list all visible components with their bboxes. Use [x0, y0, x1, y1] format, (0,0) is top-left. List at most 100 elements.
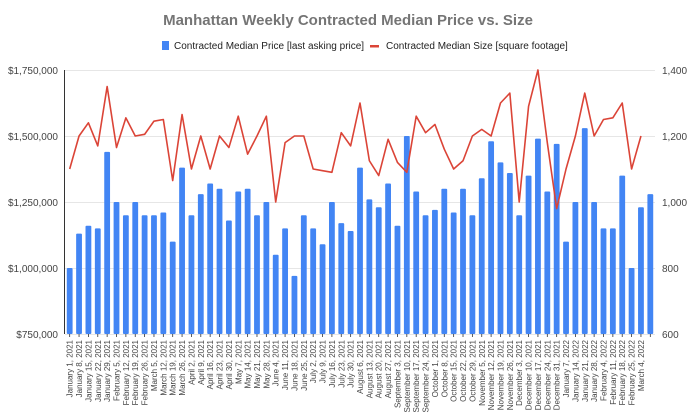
x-tick-label: November 19, 2021	[496, 339, 505, 410]
price-bar	[104, 151, 111, 334]
price-bar	[132, 202, 139, 334]
x-tick-label: September 17, 2021	[412, 339, 421, 412]
price-bar	[282, 228, 288, 334]
x-tick-label: January 15, 2021	[84, 339, 93, 401]
price-bar	[235, 191, 242, 334]
x-tick-label: February 11, 2022	[609, 339, 618, 404]
x-tick-label: February 19, 2021	[131, 339, 140, 405]
price-bar	[263, 202, 270, 334]
x-tick-label: May 7, 2021	[234, 339, 243, 384]
price-bar	[207, 183, 214, 334]
x-tick-label: December 17, 2021	[534, 339, 543, 410]
price-bar	[581, 128, 588, 334]
price-bar	[216, 188, 223, 334]
right-tick-label: 1,200	[662, 132, 687, 143]
x-tick-label: July 23, 2021	[337, 339, 346, 387]
price-bar	[516, 215, 523, 334]
x-tick-label: March 26, 2021	[178, 339, 187, 395]
x-tick-label: March 12, 2021	[159, 339, 168, 395]
x-tick-label: June 11, 2021	[281, 339, 290, 390]
price-bar	[122, 215, 129, 334]
price-bar	[197, 194, 204, 334]
price-bar	[647, 194, 654, 334]
price-bar	[244, 188, 251, 334]
x-tick-label: January 22, 2021	[94, 339, 103, 401]
x-tick-label: December 24, 2021	[543, 339, 552, 410]
price-bar	[151, 215, 157, 334]
x-tick-label: April 2, 2021	[187, 339, 196, 384]
price-bar	[385, 183, 391, 334]
x-tick-label: January 28, 2022	[590, 339, 599, 401]
price-bar	[272, 254, 279, 334]
x-tick-label: March 4, 2022	[637, 339, 646, 391]
x-tick-label: April 30, 2021	[225, 339, 234, 389]
right-tick-label: 600	[662, 330, 679, 341]
right-tick-label: 800	[662, 264, 679, 275]
price-bar	[535, 138, 541, 334]
x-tick-label: October 22, 2021	[459, 339, 468, 401]
x-tick-label: October 15, 2021	[450, 339, 459, 401]
x-tick-label: August 20, 2021	[375, 339, 384, 398]
price-bar	[488, 141, 495, 334]
x-tick-label: November 5, 2021	[478, 339, 487, 405]
price-bar	[225, 220, 232, 334]
x-tick-label: December 10, 2021	[525, 339, 534, 410]
x-tick-label: April 9, 2021	[197, 339, 206, 384]
size-line	[68, 69, 642, 210]
price-bar	[563, 241, 569, 334]
x-tick-label: December 31, 2021	[553, 339, 562, 410]
price-bar	[169, 241, 176, 334]
x-tick-label: March 5, 2021	[150, 339, 159, 391]
x-tick-label: August 6, 2021	[356, 339, 365, 393]
left-tick-label: $1,250,000	[8, 198, 58, 209]
x-tick-label: August 27, 2021	[384, 339, 393, 398]
right-tick-label: 1,000	[662, 198, 687, 209]
x-tick-label: February 25, 2022	[628, 339, 637, 405]
x-tick-label: July 9, 2021	[319, 339, 328, 383]
price-bar	[254, 215, 260, 334]
x-tick-label: August 13, 2021	[365, 339, 374, 398]
price-bar	[310, 228, 317, 334]
x-tick-label: January 7, 2022	[562, 339, 571, 397]
price-bar	[338, 223, 345, 334]
x-tick-label: February 4, 2022	[599, 339, 608, 400]
price-bar	[403, 136, 410, 334]
price-bar	[347, 231, 354, 334]
price-bar	[553, 143, 560, 334]
price-bar	[441, 188, 448, 334]
left-tick-label: $1,750,000	[8, 66, 58, 77]
x-tick-label: July 30, 2021	[347, 339, 356, 387]
x-tick-label: January 21, 2022	[581, 339, 590, 401]
price-bar	[506, 172, 513, 334]
price-bar	[497, 162, 504, 334]
price-bar	[319, 244, 326, 334]
price-bar	[357, 167, 363, 334]
x-tick-label: November 26, 2021	[506, 339, 515, 410]
left-tick-label: $1,000,000	[8, 264, 58, 275]
price-bar	[460, 188, 466, 334]
price-bar	[76, 233, 82, 334]
x-tick-label: June 4, 2021	[272, 339, 281, 386]
price-bar	[478, 178, 485, 334]
x-tick-label: July 2, 2021	[309, 339, 318, 383]
left-axis-ticks: $750,000 $1,000,000 $1,250,000 $1,500,000 $1…	[8, 66, 58, 341]
x-tick-label: February 12, 2021	[122, 339, 131, 405]
legend-label-price: Contracted Median Price [last asking pri…	[174, 41, 364, 52]
price-bar	[375, 207, 382, 334]
price-bar	[619, 175, 626, 334]
x-tick-label: March 19, 2021	[169, 339, 178, 395]
x-tick-label: January 29, 2021	[103, 339, 112, 401]
price-bar	[432, 209, 438, 334]
price-bar	[366, 199, 373, 334]
x-tick-label: June 18, 2021	[290, 339, 299, 390]
price-bar	[525, 175, 532, 334]
legend-swatch-size	[370, 45, 379, 48]
chart-title: Manhattan Weekly Contracted Median Price…	[163, 12, 533, 29]
legend-swatch-price	[162, 41, 169, 50]
legend: Contracted Median Price [last asking pri…	[162, 41, 568, 52]
x-tick-label: January 8, 2021	[75, 339, 84, 397]
price-bar	[188, 215, 195, 334]
x-tick-label: April 16, 2021	[206, 339, 215, 389]
price-bar	[422, 215, 429, 334]
price-bar	[160, 212, 167, 334]
